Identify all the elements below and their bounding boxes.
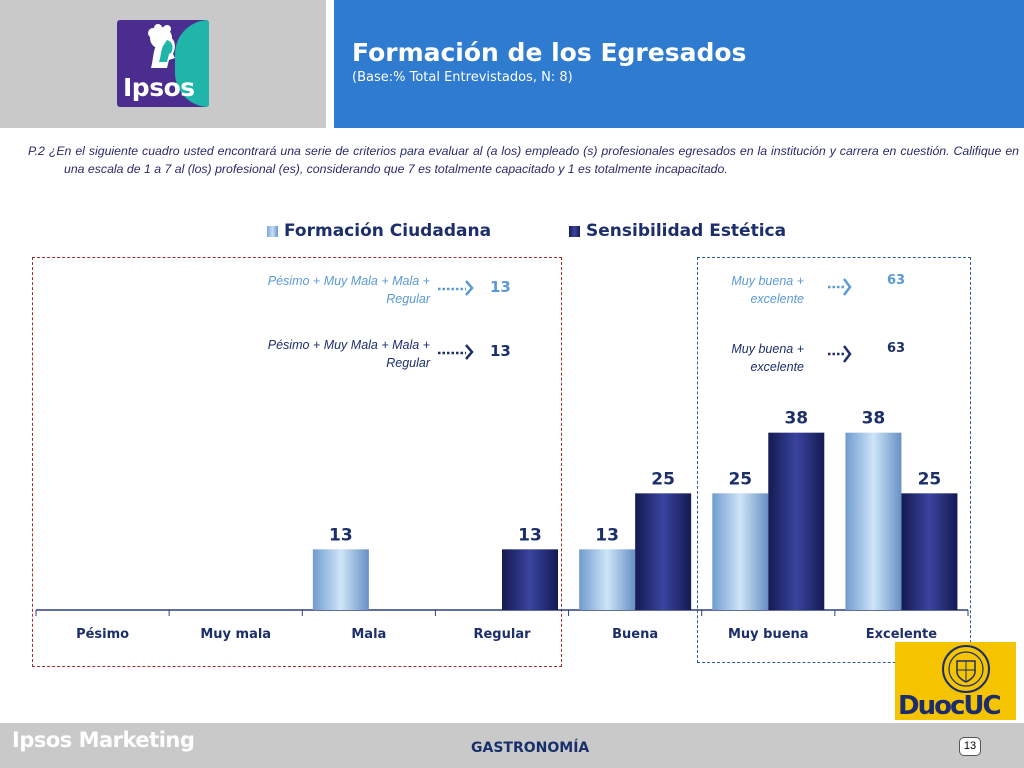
- header-logo-panel: Ipsos: [0, 0, 326, 128]
- positive-sum-value-1: 63: [887, 273, 906, 288]
- face-silhouette-icon: [148, 24, 175, 68]
- bar-sensibilidad-estetica: [768, 432, 825, 610]
- data-label: 38: [862, 409, 886, 429]
- dotted-arrow-icon: [438, 280, 474, 296]
- logo-text: Ipsos: [123, 73, 195, 102]
- x-tick-label: Excelente: [866, 627, 938, 642]
- footer-brand: Ipsos Marketing: [12, 728, 195, 752]
- dotted-arrow-icon: [438, 344, 474, 360]
- bar-formacion-ciudadana: [579, 549, 636, 610]
- data-label: 25: [918, 469, 942, 489]
- positive-sum-value-2: 63: [887, 341, 906, 356]
- negative-range-box: [32, 257, 562, 667]
- logo-band: [175, 20, 209, 107]
- x-tick-label: Buena: [612, 627, 658, 642]
- duoc-uc-wordmark: DuocUC: [898, 691, 1002, 720]
- data-label: 13: [329, 525, 353, 545]
- question-text: P.2 ¿En el siguiente cuadro usted encont…: [28, 144, 1019, 176]
- bar-chart: Pésimo Muy mala Mala 13 Regular 13 Buena 13 25 Mu…: [35, 409, 969, 642]
- footer-bar: Ipsos Marketing GASTRONOMÍA 13: [0, 723, 1024, 768]
- legend-swatch: [569, 225, 580, 237]
- dotted-arrow-icon: [828, 278, 852, 296]
- data-label: 13: [595, 525, 619, 545]
- legend-label: Formación Ciudadana: [284, 221, 492, 241]
- dotted-arrow-icon: [828, 345, 852, 363]
- header-title-panel: Formación de los Egresados (Base:% Total…: [334, 0, 1024, 128]
- bar-sensibilidad-estetica: [901, 493, 958, 610]
- x-tick-label: Regular: [473, 627, 531, 642]
- legend-item-formacion-ciudadana: Formación Ciudadana: [267, 219, 491, 243]
- data-label: 38: [784, 409, 808, 429]
- ipsos-logo: Ipsos: [117, 20, 209, 107]
- legend-swatch: [267, 225, 278, 237]
- x-tick-label: Muy buena: [728, 627, 809, 642]
- legend-label: Sensibilidad Estética: [586, 221, 787, 241]
- duoc-word: Duoc: [898, 691, 965, 720]
- negative-sum-value-1: 13: [490, 278, 511, 296]
- data-label: 13: [518, 525, 542, 545]
- legend-item-sensibilidad-estetica: Sensibilidad Estética: [569, 219, 786, 243]
- bar-formacion-ciudadana: [845, 432, 902, 610]
- page-title: Formación de los Egresados: [352, 38, 747, 67]
- page-subtitle: (Base:% Total Entrevistados, N: 8): [352, 70, 573, 85]
- bar-sensibilidad-estetica: [635, 493, 692, 610]
- x-tick-label: Muy mala: [200, 627, 271, 642]
- negative-sum-value-2: 13: [490, 342, 511, 360]
- footer-section: GASTRONOMÍA: [471, 740, 590, 756]
- uc-word: UC: [963, 691, 1001, 720]
- positive-sum-label-2: Muy buena + excelente: [731, 342, 804, 374]
- data-label: 25: [651, 469, 675, 489]
- positive-sum-label-1: Muy buena + excelente: [731, 274, 804, 306]
- negative-sum-label-1: Pésimo + Muy Mala + Mala + Regular: [267, 274, 430, 306]
- x-tick-label: Pésimo: [76, 627, 129, 642]
- data-label: 25: [728, 469, 752, 489]
- page-number: 13: [959, 737, 981, 756]
- positive-range-box: [697, 257, 971, 663]
- university-seal-icon: [942, 645, 990, 693]
- negative-sum-label-2: Pésimo + Muy Mala + Mala + Regular: [267, 338, 430, 370]
- bar-sensibilidad-estetica: [502, 549, 558, 610]
- bar-formacion-ciudadana: [712, 493, 769, 610]
- x-tick-label: Mala: [351, 627, 386, 642]
- bar-formacion-ciudadana: [312, 549, 369, 610]
- duoc-uc-logo: DuocUC: [895, 642, 1016, 720]
